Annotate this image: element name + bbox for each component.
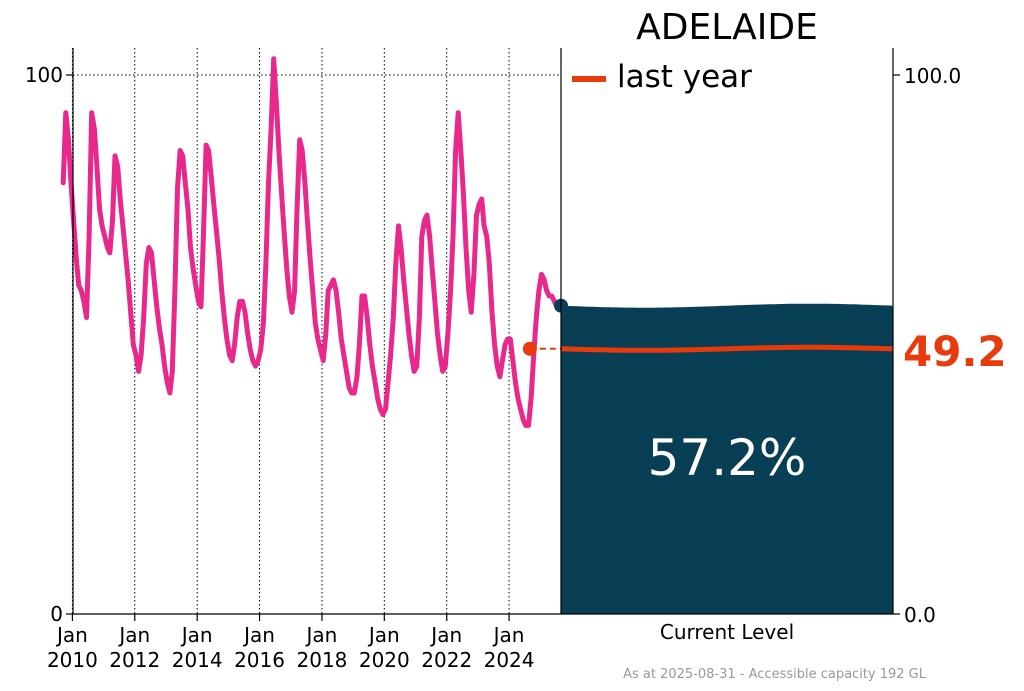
tick-label-year-2024: 2024 xyxy=(484,648,535,672)
tick-label-year-2016: 2016 xyxy=(234,648,285,672)
tick-label-year-2022: 2022 xyxy=(421,648,472,672)
current-level-percent: 57.2% xyxy=(648,429,807,487)
tick-label-month-2018: Jan xyxy=(305,623,338,647)
tick-label-month-2024: Jan xyxy=(492,623,525,647)
tick-label-month-2014: Jan xyxy=(180,623,213,647)
tick-label-year-2018: 2018 xyxy=(297,648,348,672)
axis-labels: Jan2010Jan2012Jan2014Jan2016Jan2018Jan20… xyxy=(25,63,961,672)
chart-title: ADELAIDE xyxy=(636,7,818,48)
tick-label-y-right-0.0: 0.0 xyxy=(904,603,936,627)
current-level-fill xyxy=(561,303,893,614)
tick-label-month-2020: Jan xyxy=(367,623,400,647)
tick-label-year-2014: 2014 xyxy=(172,648,223,672)
tick-label-y-left-0: 0 xyxy=(50,602,63,626)
gridlines xyxy=(71,48,561,614)
tick-label-month-2012: Jan xyxy=(117,623,150,647)
tick-label-y-left-100: 100 xyxy=(25,63,63,87)
footnote: As at 2025-08-31 - Accessible capacity 1… xyxy=(623,667,927,682)
current-level-panel xyxy=(560,303,894,614)
axes xyxy=(66,48,900,621)
last-year-value-label: 49.2 xyxy=(903,327,1007,376)
tick-label-year-2012: 2012 xyxy=(109,648,160,672)
storage-series xyxy=(60,56,568,428)
tick-label-year-2020: 2020 xyxy=(359,648,410,672)
last-year-point xyxy=(522,341,537,356)
tick-label-month-2022: Jan xyxy=(429,623,462,647)
current-level-label: Current Level xyxy=(660,620,794,644)
legend-label-last-year: last year xyxy=(617,59,752,95)
tick-label-year-2010: 2010 xyxy=(47,648,98,672)
tick-label-month-2010: Jan xyxy=(55,623,88,647)
last-year-level-line xyxy=(560,344,894,353)
tick-label-y-right-100.0: 100.0 xyxy=(904,64,961,88)
tick-label-month-2016: Jan xyxy=(242,623,275,647)
series-line-0 xyxy=(60,56,563,428)
legend: last year xyxy=(572,59,752,95)
